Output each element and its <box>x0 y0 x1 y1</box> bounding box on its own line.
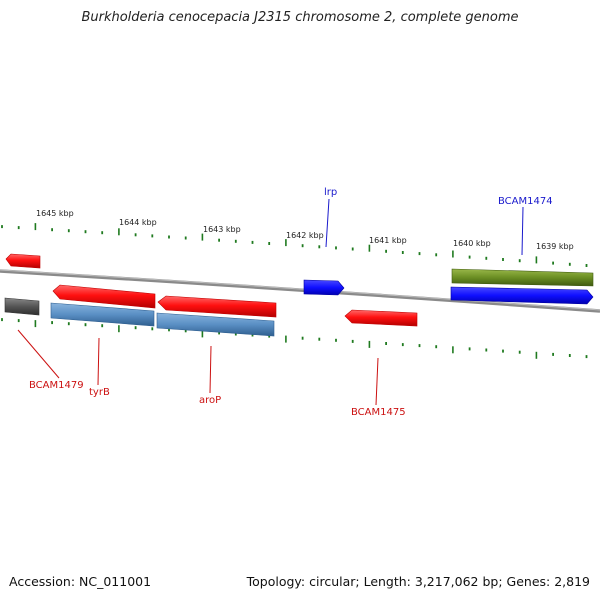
leader-bcam1474 <box>521 206 524 256</box>
feature-bcam1474-blue[interactable] <box>450 286 594 305</box>
label-aroP[interactable]: aroP <box>199 395 221 406</box>
label-bcam1474[interactable]: BCAM1474 <box>498 196 553 207</box>
scale-label-1643: 1643 kbp <box>203 225 241 234</box>
scale-labels: 1645 kbp 1644 kbp 1643 kbp 1642 kbp 1641… <box>36 209 574 251</box>
scale-label-1641: 1641 kbp <box>369 236 407 245</box>
feature-lrp[interactable] <box>303 279 345 296</box>
leader-tyrB <box>97 337 100 386</box>
lower-ruler <box>1 318 588 359</box>
scale-label-1644: 1644 kbp <box>119 218 157 227</box>
label-bcam1479[interactable]: BCAM1479 <box>29 380 84 391</box>
scale-label-1642: 1642 kbp <box>286 231 324 240</box>
label-bcam1475[interactable]: BCAM1475 <box>351 407 406 418</box>
feature-bcam1475[interactable] <box>344 309 418 327</box>
feature-aroP[interactable] <box>156 312 275 337</box>
chromosome-backbone <box>0 269 600 313</box>
feature-labels: lrp BCAM1474 BCAM1479 tyrB aroP BCAM1475 <box>29 187 553 418</box>
label-lrp[interactable]: lrp <box>324 187 337 198</box>
feature-red-upper-1[interactable] <box>52 284 156 309</box>
topology-summary: Topology: circular; Length: 3,217,062 bp… <box>246 574 590 589</box>
label-tyrB[interactable]: tyrB <box>89 387 110 398</box>
scale-label-1640: 1640 kbp <box>453 239 491 248</box>
feature-grey-lower-left[interactable] <box>4 297 40 316</box>
upper-ruler <box>1 223 588 267</box>
scale-label-1645: 1645 kbp <box>36 209 74 218</box>
map-title: Burkholderia cenocepacia J2315 chromosom… <box>81 10 519 25</box>
lower-features <box>4 297 418 337</box>
scale-label-1639: 1639 kbp <box>536 242 574 251</box>
leader-aroP <box>209 345 212 394</box>
accession-label: Accession: NC_011001 <box>9 574 152 589</box>
leader-lrp <box>325 198 330 248</box>
feature-tyrB[interactable] <box>50 302 155 327</box>
leader-bcam1479 <box>17 329 60 379</box>
leader-bcam1475 <box>375 357 379 406</box>
feature-red-upper-left[interactable] <box>5 253 41 269</box>
feature-red-upper-2[interactable] <box>157 295 277 318</box>
feature-bcam1474-olive[interactable] <box>451 268 594 287</box>
upper-features <box>5 253 594 318</box>
chromosome-backbone-highlight <box>0 269 600 311</box>
leader-lines <box>17 198 524 406</box>
